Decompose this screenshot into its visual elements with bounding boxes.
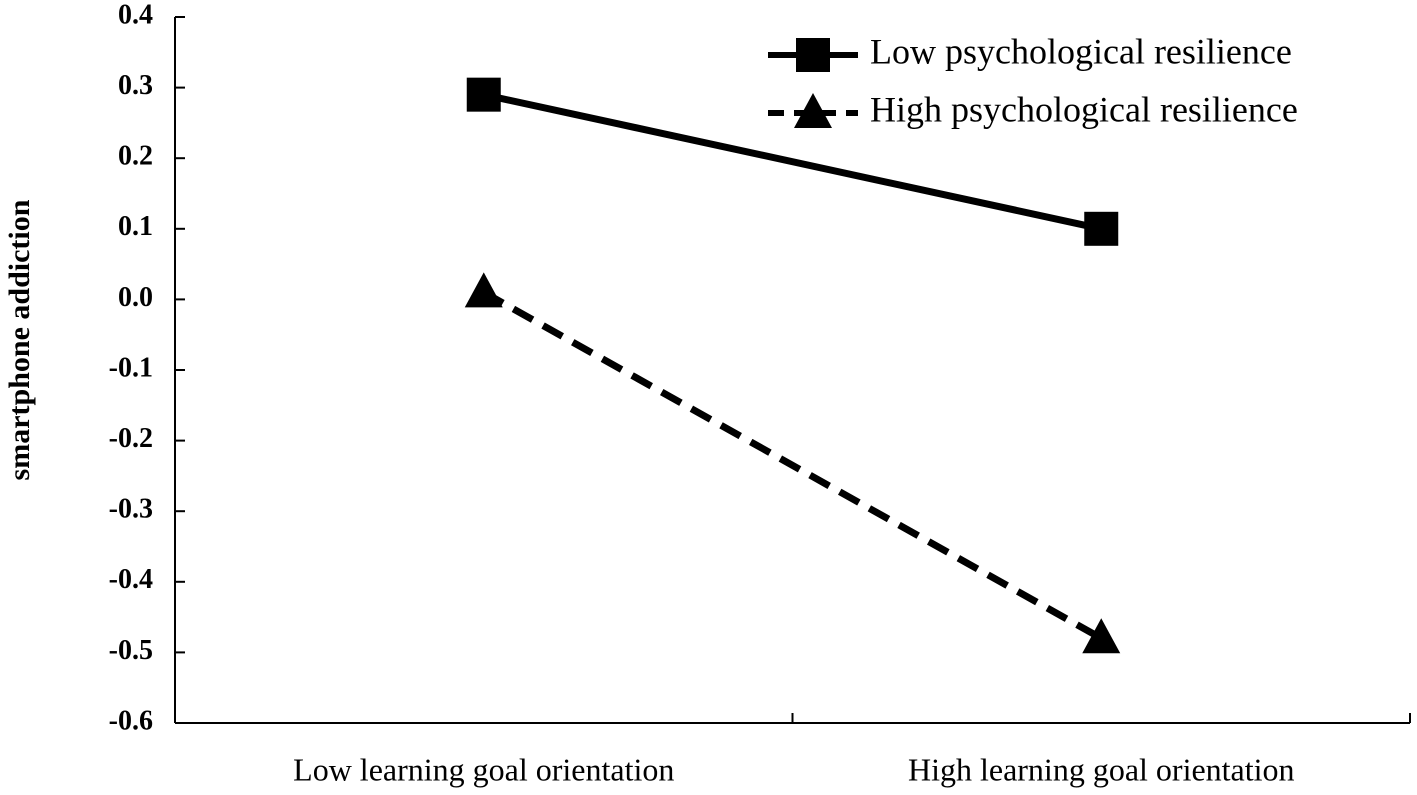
y-tick-label: -0.1 [109, 352, 153, 383]
series-line [482, 289, 1103, 642]
data-point [464, 272, 503, 308]
legend-label: Low psychological resilience [870, 31, 1292, 71]
y-tick-label: 0.4 [118, 0, 153, 30]
data-point [466, 77, 501, 112]
y-tick-label: -0.6 [109, 705, 153, 736]
legend-marker [796, 38, 830, 72]
y-axis-label: smartphone addiction [3, 199, 36, 480]
y-tick-label: 0.2 [118, 141, 153, 172]
data-point [1082, 618, 1121, 654]
y-tick-label: 0.1 [118, 211, 153, 242]
legend-marker [794, 93, 832, 128]
x-tick-label: High learning goal orientation [908, 751, 1295, 787]
y-tick-label: -0.4 [109, 564, 153, 595]
series-line [483, 91, 1102, 233]
data-point [1084, 211, 1119, 246]
legend-label: High psychological resilience [870, 89, 1298, 129]
y-tick-label: -0.5 [109, 635, 153, 666]
y-tick-label: -0.3 [109, 494, 153, 525]
y-tick-label: -0.2 [109, 423, 153, 454]
y-tick-label: 0.3 [118, 70, 153, 101]
y-tick-label: 0.0 [118, 282, 153, 313]
x-tick-label: Low learning goal orientation [293, 751, 674, 787]
